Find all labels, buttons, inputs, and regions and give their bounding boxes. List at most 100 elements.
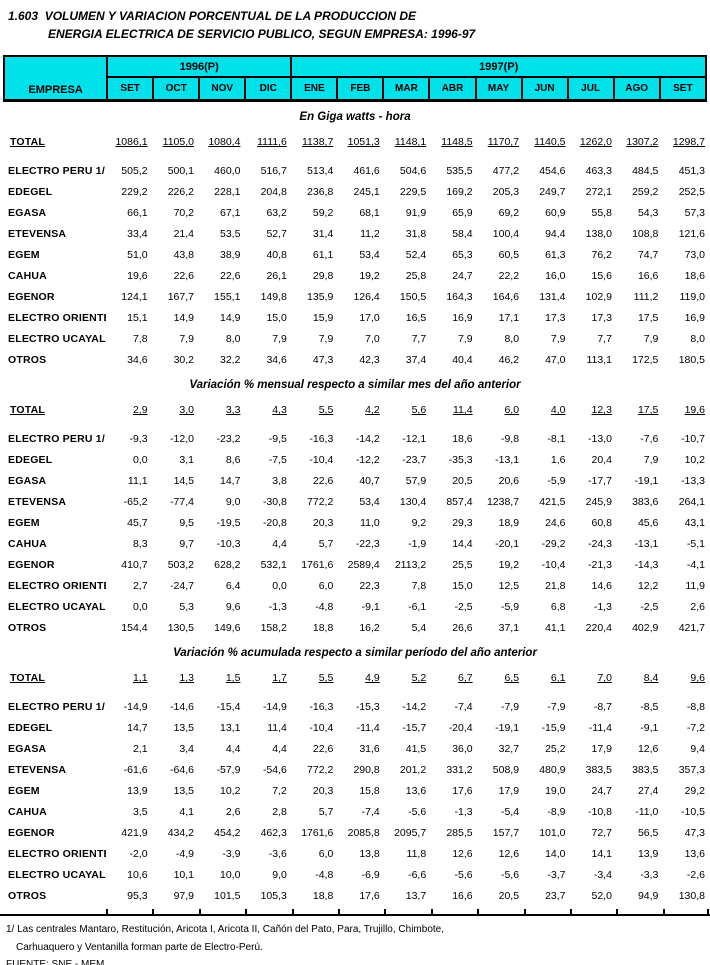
cell-value: 29,8 xyxy=(312,269,334,282)
cell-value: 19,0 xyxy=(545,784,566,797)
cell-value: 8,0 xyxy=(690,332,705,345)
cell-value: -16,3 xyxy=(309,432,334,445)
cell-value: 7,9 xyxy=(458,332,473,345)
cell-value: -15,3 xyxy=(355,700,380,713)
cell-value: 13,6 xyxy=(684,847,705,860)
cell-value: 41,5 xyxy=(405,742,427,755)
cell-value: 31,4 xyxy=(312,227,334,240)
cell-value: 52,7 xyxy=(266,227,287,240)
cell-value: 36,0 xyxy=(452,742,473,755)
cell-value: -17,7 xyxy=(588,474,612,487)
month-header-ago: AGO xyxy=(612,76,661,102)
cell-value: 503,2 xyxy=(167,558,194,571)
cell-value: 421,7 xyxy=(678,621,705,634)
cell-value: 40,8 xyxy=(266,248,287,261)
table-row: CAHUA 8,3 9,7 -10,3 4,4 5,7 -22,3 -1,9 14,4 -20,1… xyxy=(0,533,710,554)
row-label: TOTAL xyxy=(10,672,46,684)
footnote-line2: Carhuaquero y Ventanilla forman parte de… xyxy=(16,941,263,953)
cell-value: 22,6 xyxy=(312,742,334,755)
cell-value: 477,2 xyxy=(492,164,520,177)
cell-value: -5,1 xyxy=(686,537,705,550)
cell-value: 34,6 xyxy=(127,353,148,366)
cell-value: -7,6 xyxy=(640,432,659,445)
cell-value: 8,4 xyxy=(643,672,659,684)
cell-value: 484,5 xyxy=(632,164,659,177)
cell-value: -19,1 xyxy=(634,474,659,487)
cell-value: 97,9 xyxy=(173,889,194,902)
cell-value: 138,0 xyxy=(585,227,612,240)
cell-value: 47,3 xyxy=(312,353,334,366)
cell-value: 5,3 xyxy=(179,600,194,613)
month-header-abr: ABR xyxy=(428,76,477,102)
cell-value: -9,1 xyxy=(640,721,659,734)
cell-value: -29,2 xyxy=(541,537,566,550)
cell-value: 7,9 xyxy=(550,332,566,345)
month-header-oct: OCT xyxy=(152,76,201,102)
row-label: ELECTRO ORIENTE xyxy=(8,579,107,592)
cell-value: 20,3 xyxy=(312,784,334,797)
cell-value: 19,6 xyxy=(127,269,148,282)
cell-value: 51,0 xyxy=(127,248,148,261)
row-label: EGEM xyxy=(8,784,40,797)
cell-value: 7,2 xyxy=(272,784,287,797)
cell-value: 12,3 xyxy=(591,404,612,416)
row-label: EGENOR xyxy=(8,826,55,839)
cell-value: 17,1 xyxy=(498,311,520,324)
cell-value: 5,4 xyxy=(411,621,427,634)
cell-value: 0,0 xyxy=(272,579,287,592)
cell-value: 22,3 xyxy=(359,579,380,592)
row-label: ELECTRO UCAYALI xyxy=(8,332,107,345)
cell-value: 101,5 xyxy=(214,889,241,902)
row-label: EGASA xyxy=(8,206,47,219)
cell-value: 6,5 xyxy=(504,672,520,684)
cell-value: 29,3 xyxy=(452,516,473,529)
table-row: ELECTRO UCAYALI 10,6 10,1 10,0 9,0 -4,8 -6,9 -6… xyxy=(0,864,710,885)
cell-value: 463,3 xyxy=(585,164,612,177)
table-row: EGEM 45,7 9,5 -19,5 -20,8 20,3 11,0 9,2 29,3 18,9… xyxy=(0,512,710,533)
cell-value: 535,5 xyxy=(446,164,473,177)
cell-value: 155,1 xyxy=(214,290,241,303)
column-tick xyxy=(198,909,201,914)
cell-value: -11,4 xyxy=(356,721,380,734)
row-label: EGASA xyxy=(8,474,47,487)
cell-value: -24,3 xyxy=(588,537,612,550)
table-row: EGENOR 124,1 167,7 155,1 149,8 135,9 126,4 150,… xyxy=(0,286,710,307)
cell-value: 17,9 xyxy=(498,784,520,797)
cell-value: -6,9 xyxy=(361,868,380,881)
row-label: ETEVENSA xyxy=(8,227,67,240)
cell-value: 60,5 xyxy=(498,248,520,261)
cell-value: -5,9 xyxy=(547,474,566,487)
source-note: FUENTE: SNE - MEM xyxy=(6,959,105,965)
cell-value: 454,2 xyxy=(214,826,241,839)
month-header-may: MAY xyxy=(474,76,523,102)
month-header-nov: NOV xyxy=(198,76,247,102)
cell-value: 70,2 xyxy=(173,206,194,219)
cell-value: -9,1 xyxy=(361,600,380,613)
cell-value: -10,4 xyxy=(309,453,334,466)
cell-value: 130,5 xyxy=(167,621,194,634)
cell-value: 2,6 xyxy=(225,805,241,818)
cell-value: 13,9 xyxy=(637,847,659,860)
cell-value: 1148,1 xyxy=(394,136,427,148)
cell-value: 4,3 xyxy=(272,404,287,416)
cell-value: 149,6 xyxy=(214,621,241,634)
cell-value: -5,4 xyxy=(500,805,520,818)
column-tick xyxy=(662,909,665,914)
cell-value: -20,8 xyxy=(262,516,287,529)
cell-value: 69,2 xyxy=(498,206,520,219)
cell-value: 421,9 xyxy=(121,826,148,839)
column-tick xyxy=(570,909,572,914)
cell-value: 180,5 xyxy=(678,353,705,366)
cell-value: 7,9 xyxy=(272,332,287,345)
cell-value: 40,7 xyxy=(359,474,380,487)
row-label: EGENOR xyxy=(8,558,55,571)
cell-value: 16,0 xyxy=(545,269,566,282)
cell-value: 5,6 xyxy=(411,404,427,416)
cell-value: 17,5 xyxy=(637,404,659,416)
cell-value: 172,5 xyxy=(632,353,659,366)
row-label: OTROS xyxy=(8,621,47,634)
column-tick xyxy=(384,909,387,914)
cell-value: 7,8 xyxy=(132,332,148,345)
cell-value: 25,2 xyxy=(545,742,566,755)
cell-value: -14,2 xyxy=(355,432,380,445)
